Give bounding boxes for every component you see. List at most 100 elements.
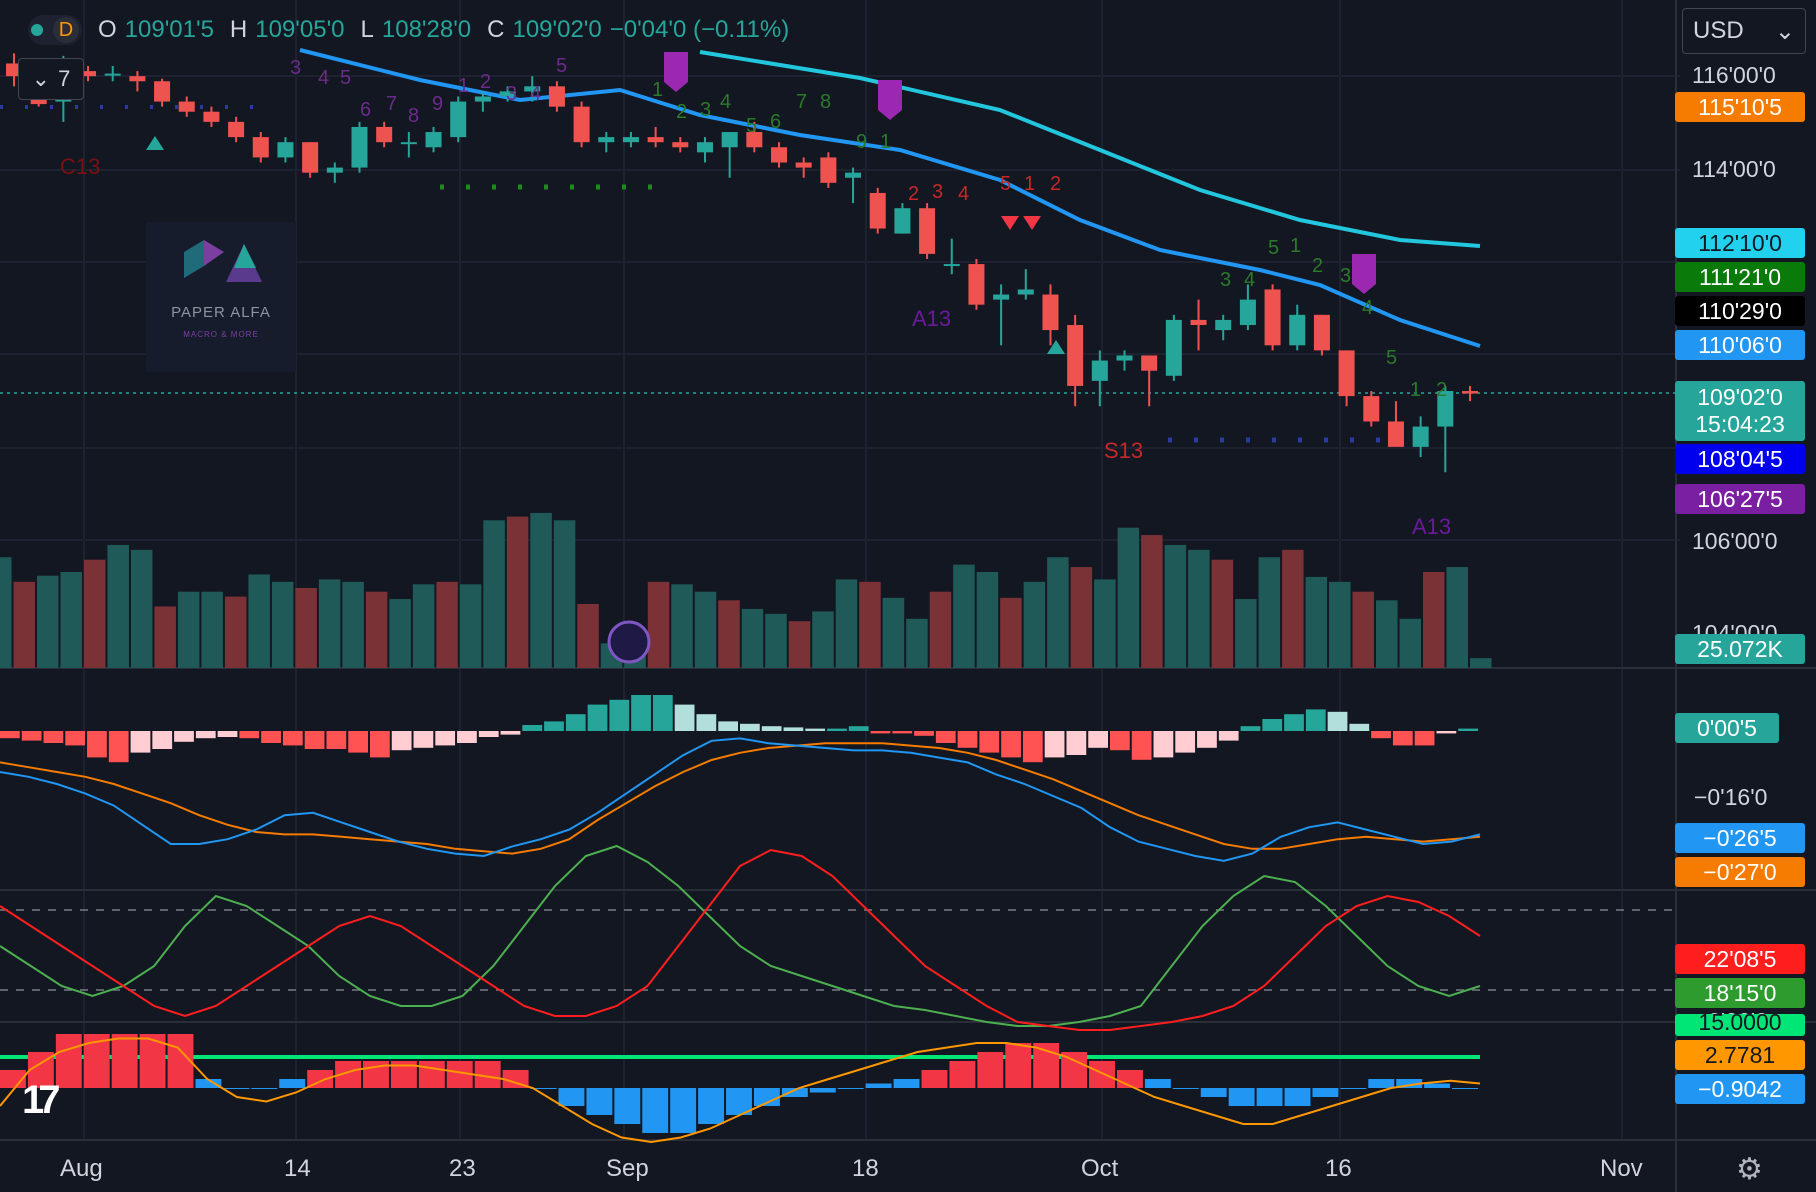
candle-body xyxy=(746,132,763,148)
signal-line-value: −0'27'0 xyxy=(1703,858,1777,885)
macd-histogram-bar xyxy=(304,731,325,749)
candle-body xyxy=(1412,426,1429,447)
candle-body xyxy=(1437,391,1454,427)
macd-histogram-bar xyxy=(1392,731,1413,746)
sequence-number: 7 xyxy=(386,93,397,115)
price-tick: 114'00'0 xyxy=(1692,156,1776,182)
volume-bar xyxy=(483,520,505,668)
last-price: 109'02'0 xyxy=(1697,384,1783,410)
macd-histogram-bar xyxy=(827,728,847,731)
volume-bar xyxy=(130,549,153,668)
indicator-count: 7 xyxy=(58,66,71,91)
candle-body xyxy=(845,172,862,178)
volume-bar xyxy=(741,608,764,668)
macd-pane xyxy=(0,695,1481,862)
bar-countdown: 15:04:23 xyxy=(1695,411,1785,437)
ema-fast-line xyxy=(299,48,1481,348)
mom-histogram-bar xyxy=(55,1034,82,1088)
sequence-number: 2 xyxy=(676,101,687,123)
candle-body xyxy=(820,157,837,183)
candle-body xyxy=(203,111,220,122)
sequence-number: 2 xyxy=(1436,379,1447,401)
volume-bar xyxy=(83,559,106,668)
candle-body xyxy=(1313,314,1330,351)
macd-histogram-bar xyxy=(1218,731,1239,741)
volume-bar xyxy=(929,591,952,668)
macd-histogram-bar xyxy=(740,723,760,731)
volume-bar xyxy=(1211,559,1234,668)
oscillator-pane xyxy=(0,844,1481,1031)
sell-arrow-icon xyxy=(1001,216,1019,230)
candle-body xyxy=(277,142,294,158)
mom-histogram-bar xyxy=(223,1088,250,1089)
candle-body xyxy=(1462,391,1478,394)
ema-slow-line xyxy=(699,50,1481,248)
volume-bar xyxy=(1399,618,1422,668)
volume-bar xyxy=(459,584,482,668)
paper-alfa-logo: PAPER ALFA MACRO & MORE xyxy=(146,222,296,372)
macd-histogram-bar xyxy=(870,731,891,734)
sell-arrow-icon xyxy=(1023,216,1041,230)
volume-bar xyxy=(694,591,717,668)
sequence-number: 1 xyxy=(1024,173,1035,195)
macd-histogram-bar xyxy=(348,731,368,753)
candle-body xyxy=(524,86,541,92)
market-status[interactable]: D xyxy=(28,15,82,45)
macd-histogram-bar xyxy=(1240,726,1261,731)
candle-body xyxy=(499,91,516,97)
candle-body xyxy=(1215,319,1232,331)
sequence-number: 6 xyxy=(770,111,781,133)
change-value: −0'04'0 (−0.11%) xyxy=(609,16,790,43)
macd-histogram-bar xyxy=(1284,714,1304,731)
currency-value: USD xyxy=(1693,17,1744,44)
settings-gear-icon[interactable]: ⚙ xyxy=(1736,1153,1763,1186)
mom-histogram-bar xyxy=(893,1079,920,1088)
mom-histogram-bar xyxy=(1368,1079,1395,1088)
volume-bar xyxy=(671,584,693,668)
macd-hist-badge: 0'00'5 xyxy=(1675,713,1779,743)
ohlc-legend: D O 109'01'5 H 109'05'0 L 108'28'0 C 109'02'… xyxy=(28,12,789,48)
volume-bar xyxy=(976,572,999,668)
price-badge-ema-orange: 115'10'5 xyxy=(1675,92,1805,122)
candle-body xyxy=(178,101,195,112)
volume-bar xyxy=(0,557,12,668)
sequence-number: 2 xyxy=(1312,255,1323,277)
candle-body xyxy=(598,137,615,143)
sequence-number: 3 xyxy=(1220,269,1231,291)
candle-body xyxy=(1042,294,1059,331)
x-tick: 14 xyxy=(284,1155,311,1182)
price-badge-black: 110'29'0 xyxy=(1675,296,1805,326)
macd-histogram-bar xyxy=(1001,731,1021,758)
volume-bar xyxy=(1094,579,1116,668)
indicators-toggle-button[interactable]: ⌄ 7 xyxy=(18,58,84,100)
candle-body xyxy=(1116,355,1133,361)
macd-histogram-bar xyxy=(631,695,651,731)
mom-line xyxy=(0,1037,1481,1144)
volume-bar xyxy=(553,520,576,668)
volume-bar xyxy=(788,621,811,668)
volume-bar xyxy=(506,516,529,668)
macd-histogram-bar xyxy=(674,704,695,731)
signal-line-badge: −0'27'0 xyxy=(1675,857,1805,887)
sequence-number: 2 xyxy=(1050,173,1061,195)
candle-body xyxy=(1338,350,1355,397)
price-badge-ema-cyan: 112'10'0 xyxy=(1675,228,1805,258)
macd-histogram-bar xyxy=(65,731,86,746)
sequence-number: 2 xyxy=(908,183,919,205)
sequence-number: 4 xyxy=(1362,297,1373,319)
sequence-number: 9 xyxy=(432,93,443,115)
price-badge-text: 110'29'0 xyxy=(1698,297,1782,324)
tradingview-logo[interactable]: 17 xyxy=(22,1078,60,1122)
candle-body xyxy=(351,126,368,168)
macd-histogram-bar xyxy=(587,704,608,731)
sequence-number: 3 xyxy=(1340,265,1351,287)
currency-select[interactable]: USD ⌄ xyxy=(1682,8,1806,54)
sequence-number: 2 xyxy=(480,71,491,93)
sequence-number: 8 xyxy=(408,105,419,127)
mom-histogram-bar xyxy=(642,1088,669,1133)
macd-histogram-bar xyxy=(1066,731,1087,755)
mom-histogram-bar xyxy=(949,1061,976,1088)
osc-red-line xyxy=(0,848,1481,1031)
candle-body xyxy=(376,126,393,143)
